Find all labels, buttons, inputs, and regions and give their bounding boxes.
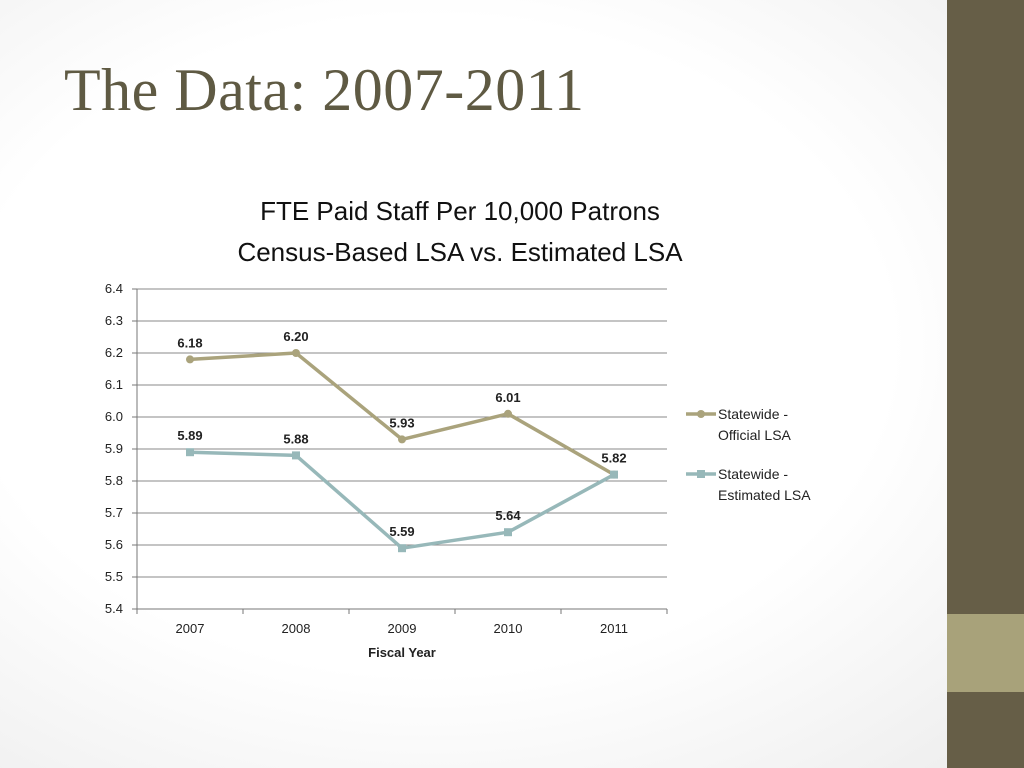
data-point (504, 409, 512, 418)
slide-title: The Data: 2007-2011 (64, 57, 585, 123)
y-tick-label: 5.6 (105, 537, 123, 552)
data-point (292, 451, 300, 460)
sidebar-dark-band-top (947, 0, 1024, 614)
data-point (292, 349, 300, 357)
data-label: 5.64 (495, 508, 521, 523)
chart-title-line-2: Census-Based LSA vs. Estimated LSA (237, 237, 683, 267)
data-label: 5.59 (389, 524, 414, 539)
x-tick-label: 2009 (388, 621, 417, 636)
y-tick-label: 6.1 (105, 377, 123, 392)
x-tick-label: 2010 (494, 621, 523, 636)
legend-label: Statewide - (718, 466, 788, 482)
data-point (398, 435, 406, 444)
data-point (186, 355, 194, 364)
legend-marker (697, 470, 705, 478)
data-label: 5.82 (601, 451, 626, 466)
data-label: 6.01 (495, 390, 520, 405)
y-tick-label: 5.4 (105, 601, 123, 616)
data-label: 6.18 (177, 335, 202, 350)
y-tick-label: 6.0 (105, 409, 123, 424)
x-axis-title: Fiscal Year (368, 645, 436, 660)
y-tick-label: 5.9 (105, 441, 123, 456)
y-tick-label: 5.7 (105, 505, 123, 520)
data-label: 5.93 (389, 415, 414, 430)
y-tick-label: 6.3 (105, 313, 123, 328)
sidebar-dark-band-bottom (947, 692, 1024, 768)
y-tick-label: 5.5 (105, 569, 123, 584)
data-label: 5.88 (283, 431, 308, 446)
data-point (504, 528, 512, 537)
legend-label: Statewide - (718, 406, 788, 422)
data-point (186, 448, 194, 457)
series-line-1 (189, 351, 615, 477)
x-tick-label: 2008 (282, 621, 311, 636)
y-tick-label: 6.2 (105, 345, 123, 360)
x-tick-label: 2011 (600, 621, 628, 636)
data-label: 5.89 (177, 428, 202, 443)
line-chart: 6.4 6.3 6.2 6.1 6.0 5.9 5.8 5.7 5.6 5.5 5.4 2007 200… (105, 281, 811, 660)
sidebar-decoration (947, 0, 1024, 768)
x-tick-label: 2007 (176, 621, 205, 636)
y-tick-label: 5.8 (105, 473, 123, 488)
y-tick-label: 6.4 (105, 281, 123, 296)
legend-label: Official LSA (718, 427, 792, 443)
chart-title-line-1: FTE Paid Staff Per 10,000 Patrons (260, 196, 660, 226)
data-point (610, 470, 618, 479)
legend-marker (697, 410, 705, 418)
data-point (398, 544, 406, 553)
sidebar-light-band (947, 614, 1024, 692)
data-label: 6.20 (283, 329, 308, 344)
legend-label: Estimated LSA (718, 487, 811, 503)
